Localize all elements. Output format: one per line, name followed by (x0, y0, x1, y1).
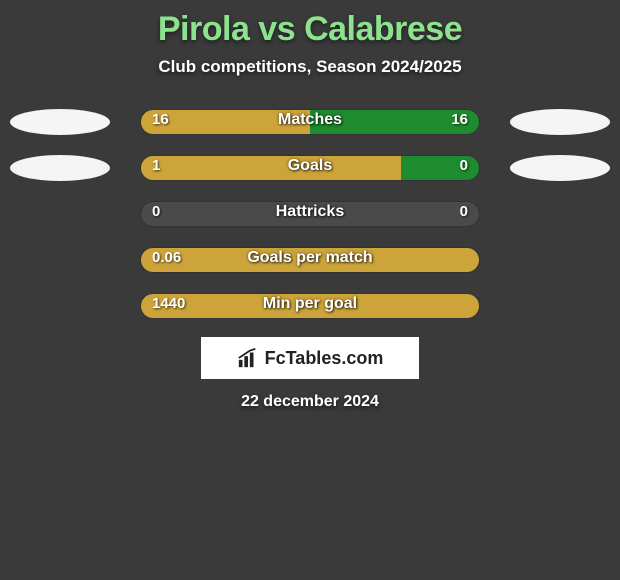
player-right-badge (510, 109, 610, 135)
footer-logo-text: FcTables.com (265, 348, 384, 369)
player-right-badge (510, 155, 610, 181)
bar-track (140, 247, 480, 273)
stat-row: Hattricks00 (0, 199, 620, 229)
bar-track (140, 293, 480, 319)
player-left-badge (10, 155, 110, 181)
player-left-badge (10, 109, 110, 135)
bar-left-fill (141, 294, 479, 318)
bar-left-fill (141, 248, 479, 272)
stat-row: Goals per match0.06 (0, 245, 620, 275)
footer-date: 22 december 2024 (0, 393, 620, 411)
stat-row: Goals10 (0, 153, 620, 183)
bar-left-fill (141, 156, 401, 180)
footer-logo: FcTables.com (201, 337, 419, 379)
bar-right-fill (401, 156, 479, 180)
stat-row: Matches1616 (0, 107, 620, 137)
bar-left-fill (141, 110, 310, 134)
bar-track (140, 155, 480, 181)
page-title: Pirola vs Calabrese (0, 0, 620, 49)
bar-track (140, 201, 480, 227)
bar-right-fill (310, 110, 479, 134)
subtitle: Club competitions, Season 2024/2025 (0, 57, 620, 77)
chart-icon (237, 347, 259, 369)
stat-row: Min per goal1440 (0, 291, 620, 321)
bar-track (140, 109, 480, 135)
comparison-chart: Matches1616 Goals10 Hattricks00 Goals per m… (0, 107, 620, 321)
